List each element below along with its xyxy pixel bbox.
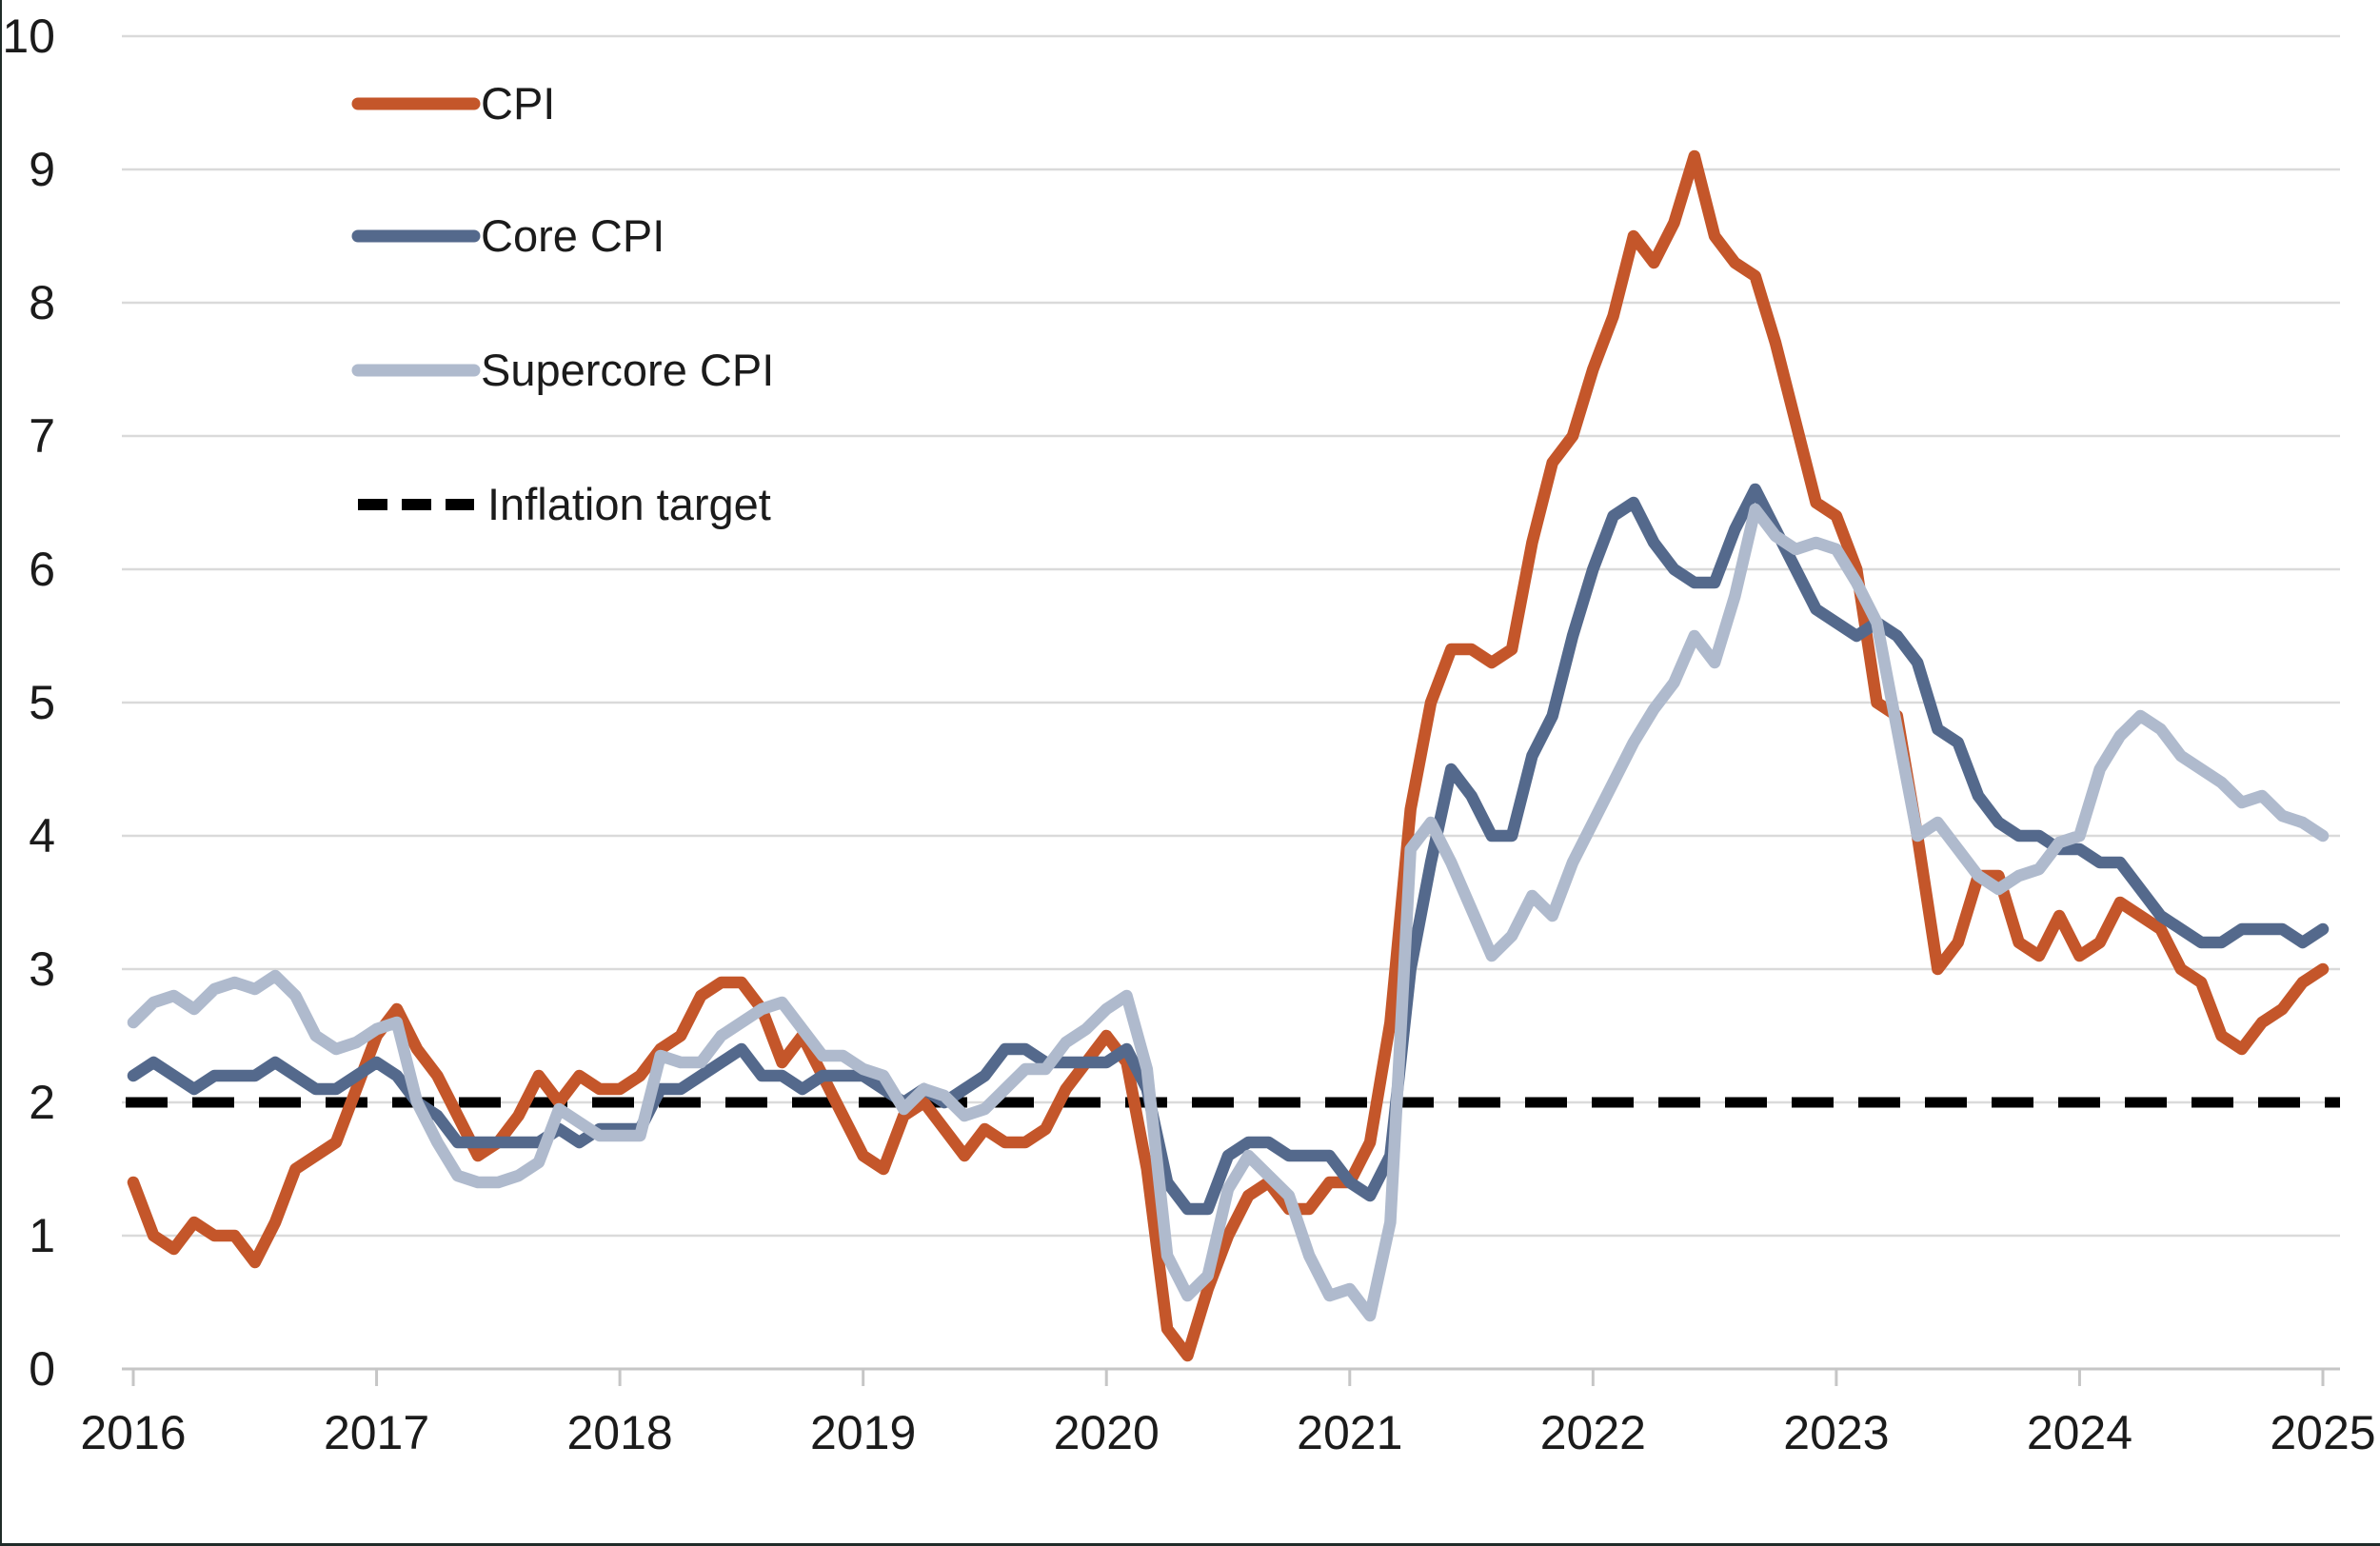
y-axis-label-6: 6 bbox=[29, 543, 55, 596]
x-axis-label-2023: 2023 bbox=[1783, 1406, 1889, 1459]
y-axis-label-7: 7 bbox=[29, 409, 55, 463]
x-axis-label-2025: 2025 bbox=[2270, 1406, 2375, 1459]
x-axis-label-2019: 2019 bbox=[810, 1406, 916, 1459]
series-core-cpi-line bbox=[127, 483, 2330, 1216]
y-axis-label-1: 1 bbox=[29, 1209, 55, 1262]
x-axis-label-2021: 2021 bbox=[1297, 1406, 1402, 1459]
y-axis-label-0: 0 bbox=[29, 1342, 55, 1396]
legend-label-cpi: CPI bbox=[481, 78, 555, 129]
x-axis-label-2017: 2017 bbox=[324, 1406, 429, 1459]
legend-label-inflation-target: Inflation target bbox=[487, 479, 771, 529]
series-supercore-cpi-line bbox=[127, 503, 2330, 1322]
y-axis-label-3: 3 bbox=[29, 942, 55, 996]
x-axis-label-2016: 2016 bbox=[80, 1406, 186, 1459]
x-axis-label-2018: 2018 bbox=[566, 1406, 672, 1459]
legend: CPI Core CPI Supercore CPI Inflation tar… bbox=[351, 78, 774, 529]
legend-label-core-cpi: Core CPI bbox=[481, 210, 664, 261]
x-axis-label-2020: 2020 bbox=[1054, 1406, 1160, 1459]
y-axis-label-9: 9 bbox=[29, 143, 55, 196]
x-axis-label-2022: 2022 bbox=[1540, 1406, 1646, 1459]
legend-label-supercore-cpi: Supercore CPI bbox=[481, 345, 774, 395]
screenshot-left-border bbox=[0, 0, 2, 1546]
y-axis-label-10: 10 bbox=[2, 10, 55, 63]
data-series-layer bbox=[127, 149, 2330, 1362]
axes-layer: 0 1 2 3 4 5 6 7 8 9 10 2016 2017 2018 2019 2020 2021 2022… bbox=[2, 10, 2375, 1459]
x-axis-label-2024: 2024 bbox=[2027, 1406, 2132, 1459]
y-axis-label-5: 5 bbox=[29, 676, 55, 729]
screenshot-bottom-border bbox=[0, 1543, 2380, 1546]
y-axis-label-8: 8 bbox=[29, 276, 55, 329]
y-axis-label-4: 4 bbox=[29, 809, 55, 862]
y-axis-label-2: 2 bbox=[29, 1076, 55, 1129]
